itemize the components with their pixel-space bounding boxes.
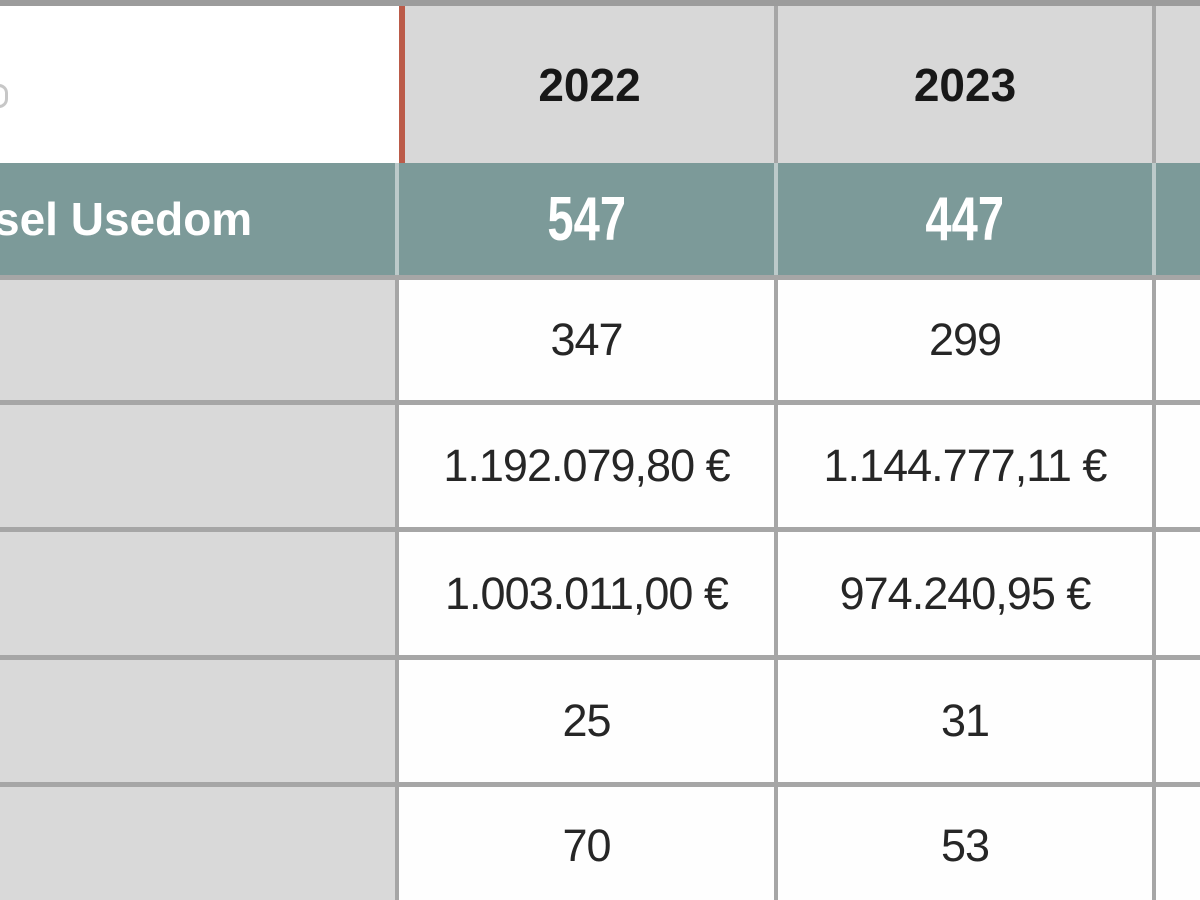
table-row: 1.192.079,80 € 1.144.777,11 € (0, 400, 1200, 527)
table-header-row: 2022 2023 (0, 6, 1200, 163)
year-2022-label: 2022 (538, 58, 641, 111)
row4-value-2022: 25 (399, 660, 778, 782)
cropped-character-fragment (0, 84, 8, 108)
row1-value-2023: 299 (778, 280, 1156, 400)
header-cell-2022: 2022 (399, 6, 778, 163)
year-2023-label: 2023 (913, 58, 1017, 111)
summary-value-2022: 547 (399, 163, 778, 275)
row5-value-2022: 70 (399, 787, 778, 900)
table-row: 25 31 (0, 655, 1200, 782)
row-cropped-column-cell (1156, 787, 1200, 900)
table-row: 1.003.011,00 € 974.240,95 € (0, 527, 1200, 655)
row2-value-2023: 1.144.777,11 € (778, 405, 1156, 527)
table-row: 347 299 (0, 275, 1200, 400)
row-label-cell (0, 405, 399, 527)
row-cropped-column-cell (1156, 660, 1200, 782)
summary-row-label: sel Usedom (0, 193, 253, 245)
row2-value-2022: 1.192.079,80 € (399, 405, 778, 527)
row-label-cell (0, 660, 399, 782)
row5-value-2023: 53 (778, 787, 1156, 900)
table-outer-top-border (0, 0, 1200, 6)
row1-value-2022: 347 (399, 280, 778, 400)
row3-value-2023: 974.240,95 € (778, 532, 1156, 655)
row4-value-2023: 31 (778, 660, 1156, 782)
header-cell-cropped-column (1156, 6, 1200, 163)
table-row: 70 53 (0, 782, 1200, 900)
summary-value-2023: 447 (778, 163, 1156, 275)
row-label-cell (0, 532, 399, 655)
header-label-cell (0, 6, 399, 163)
row-cropped-column-cell (1156, 405, 1200, 527)
summary-row: sel Usedom 547 447 (0, 163, 1200, 275)
row-label-cell (0, 787, 399, 900)
row-cropped-column-cell (1156, 280, 1200, 400)
header-cell-2023: 2023 (778, 6, 1156, 163)
row-cropped-column-cell (1156, 532, 1200, 655)
summary-cropped-column-cell (1156, 163, 1200, 275)
row3-value-2022: 1.003.011,00 € (399, 532, 778, 655)
row-label-cell (0, 280, 399, 400)
summary-row-label-cell: sel Usedom (0, 163, 399, 275)
